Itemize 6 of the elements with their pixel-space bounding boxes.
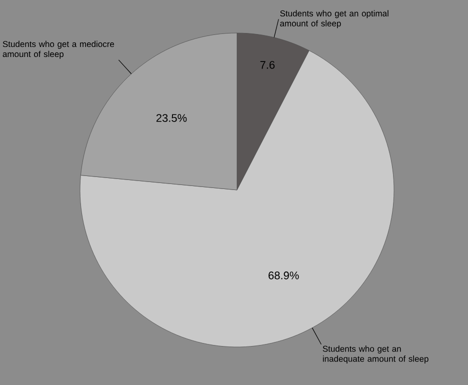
slice-label: Students who get an inadequate amount of sleep (322, 346, 428, 364)
data-label: 68.9% (268, 272, 299, 280)
slice-label: Students who get an optimal amount of sleep (280, 10, 388, 28)
data-label: 23.5% (156, 114, 187, 122)
slice-label: Students who get a mediocre amount of sleep (2, 40, 114, 59)
data-label: 7.6 (260, 61, 275, 69)
